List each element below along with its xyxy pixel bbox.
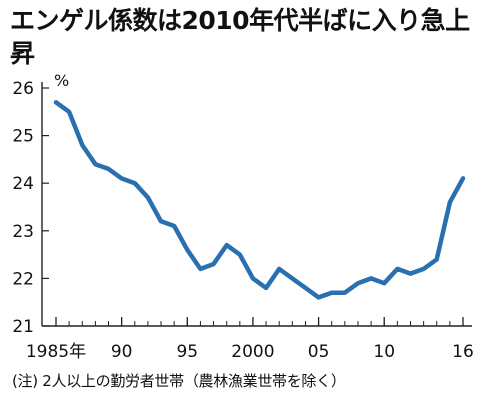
y-tick-label: 24 <box>12 174 34 194</box>
y-ticks: 21 22 23 24 25 26 <box>12 79 49 337</box>
x-tick-label: 2000 <box>231 342 274 362</box>
y-tick-label: 25 <box>12 127 34 147</box>
x-tick-label: 10 <box>373 342 395 362</box>
x-tick-label: 95 <box>176 342 198 362</box>
y-tick-label: 23 <box>12 222 34 242</box>
y-tick-label: 26 <box>12 79 34 99</box>
series-line <box>53 100 466 300</box>
chart-title: エンゲル係数は2010年代半ばに入り急上昇 <box>10 6 470 68</box>
y-axis: 21 22 23 24 25 26 % <box>12 71 69 337</box>
x-axis: 1985年 90 95 2000 05 10 16 <box>26 317 474 362</box>
y-tick-label: 22 <box>12 269 34 289</box>
y-tick-label: 21 <box>12 317 34 337</box>
y-unit-label: % <box>54 71 69 90</box>
x-tick-label: 90 <box>111 342 133 362</box>
x-tick-label: 05 <box>308 342 330 362</box>
x-tick-label: 1985年 <box>26 342 86 362</box>
x-tick-label: 16 <box>452 342 474 362</box>
series-layer <box>53 100 466 300</box>
x-ticks: 1985年 90 95 2000 05 10 16 <box>26 317 474 362</box>
footnote: (注) 2人以上の勤労者世帯（農林漁業世帯を除く） <box>12 372 346 390</box>
